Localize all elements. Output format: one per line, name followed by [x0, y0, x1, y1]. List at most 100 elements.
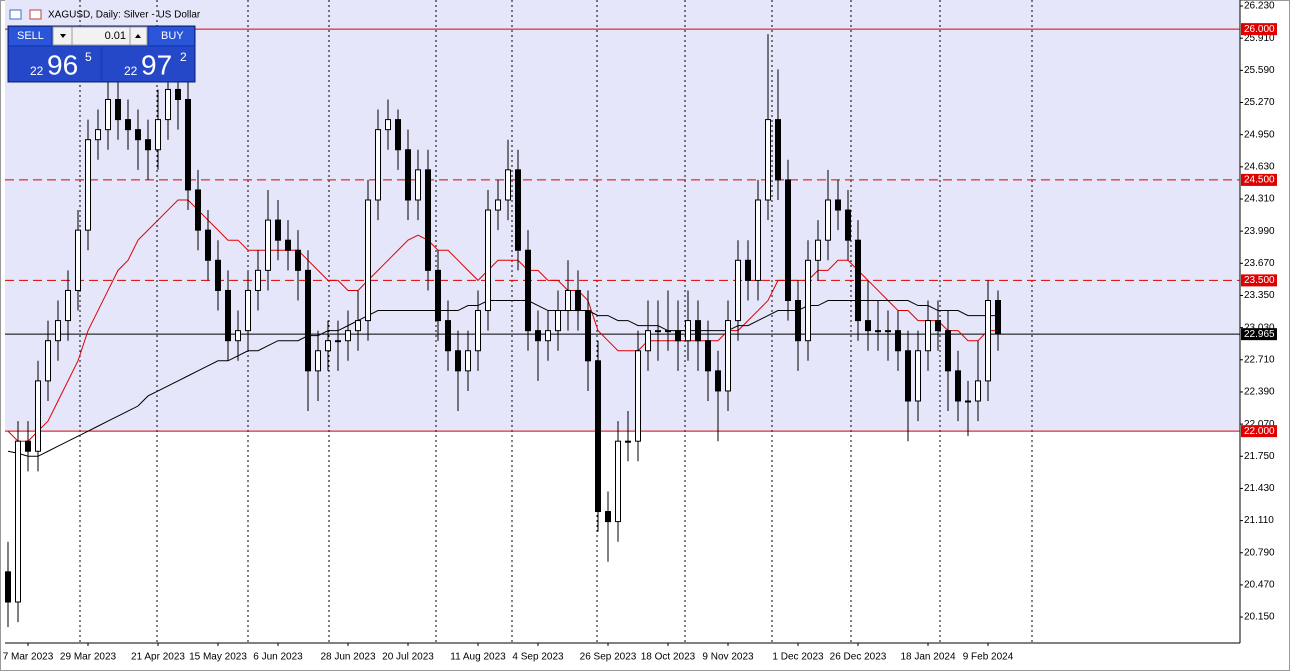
- candle-body: [455, 350, 461, 372]
- sell-button[interactable]: [9, 27, 51, 45]
- candle-body: [955, 370, 961, 402]
- x-tick-label: 9 Feb 2024: [963, 652, 1014, 663]
- y-tick-label: 21.750: [1244, 451, 1275, 462]
- candle-body: [765, 119, 771, 201]
- y-tick-label: 22.390: [1244, 387, 1275, 398]
- y-tick-label: 25.270: [1244, 97, 1275, 108]
- last-price-tag: [1241, 328, 1277, 341]
- candle-body: [35, 380, 41, 452]
- candle-body: [465, 350, 471, 372]
- x-tick-label: 6 Jun 2023: [253, 652, 303, 663]
- candle-body: [815, 239, 821, 261]
- candle-body: [735, 259, 741, 322]
- candle-body: [855, 239, 861, 322]
- y-tick-label: 21.110: [1244, 515, 1274, 526]
- candle-body: [615, 440, 621, 523]
- candle-body: [535, 330, 541, 342]
- level-label: 22.000: [1244, 426, 1275, 437]
- candle-body: [135, 129, 141, 141]
- candle-body: [905, 350, 911, 402]
- candle-body: [275, 219, 281, 241]
- icon: [29, 9, 42, 20]
- x-tick-label: 11 Aug 2023: [450, 652, 506, 663]
- y-tick-label: 25.590: [1244, 65, 1275, 76]
- lot-up[interactable]: [135, 34, 141, 38]
- candle-body: [925, 320, 931, 352]
- y-tick-label: 23.990: [1244, 226, 1275, 237]
- buy-button[interactable]: [149, 27, 194, 45]
- lot-value: 0.01: [105, 30, 126, 42]
- candle-body: [425, 169, 431, 271]
- candle-body: [105, 98, 111, 131]
- y-tick-label: 22.070: [1244, 419, 1275, 430]
- candle-body: [385, 119, 391, 131]
- candle-body: [255, 269, 261, 291]
- candle-body: [825, 199, 831, 241]
- candle-body: [665, 330, 671, 333]
- candle-body: [305, 269, 311, 372]
- candle-body: [875, 330, 881, 333]
- candle-body: [295, 249, 301, 271]
- bid-main: 96: [47, 49, 78, 80]
- candle-body: [525, 249, 531, 332]
- candle-body: [325, 340, 331, 352]
- candle-body: [145, 139, 151, 151]
- moving-average: [7, 199, 998, 442]
- candle-body: [355, 320, 361, 332]
- candle-body: [965, 400, 971, 403]
- candle-body: [65, 289, 71, 322]
- candle-body: [475, 310, 481, 352]
- ask-pip: 2: [180, 50, 187, 64]
- candle-body: [405, 149, 411, 201]
- lot-down[interactable]: [60, 34, 66, 38]
- x-tick-label: 4 Sep 2023: [512, 652, 564, 663]
- candle-body: [985, 299, 991, 382]
- candle-body: [25, 440, 31, 452]
- candle-body: [725, 320, 731, 392]
- candle-body: [935, 320, 941, 332]
- candle-body: [155, 119, 161, 151]
- last-price-label: 22.965: [1244, 329, 1275, 340]
- shaded-zone: [5, 0, 1240, 432]
- candle-body: [205, 229, 211, 261]
- candle-body: [45, 340, 51, 382]
- candle-body: [695, 320, 701, 342]
- candle-body: [215, 259, 221, 291]
- level-tag: [1241, 274, 1277, 287]
- icon: [9, 9, 22, 20]
- x-tick-label: 26 Dec 2023: [830, 652, 887, 663]
- candle-body: [15, 440, 21, 603]
- candle-body: [485, 209, 491, 312]
- candle-body: [625, 440, 631, 443]
- ask-box[interactable]: [103, 47, 194, 81]
- candle-body: [225, 289, 231, 342]
- candle-body: [635, 350, 641, 442]
- candle-body: [885, 330, 891, 333]
- candle-body: [115, 98, 121, 121]
- candle-body: [645, 330, 651, 352]
- y-tick-label: 22.710: [1244, 354, 1275, 365]
- x-tick-label: 26 Sep 2023: [580, 652, 637, 663]
- candle-body: [995, 299, 1001, 335]
- candle-body: [795, 299, 801, 342]
- y-tick-label: 24.950: [1244, 129, 1275, 140]
- candle-body: [605, 511, 611, 523]
- candle-body: [185, 98, 191, 191]
- lot-box[interactable]: [52, 26, 148, 46]
- candle-body: [705, 340, 711, 372]
- y-tick-label: 23.030: [1244, 322, 1275, 333]
- x-tick-label: 9 Nov 2023: [702, 652, 754, 663]
- candle-body: [555, 310, 561, 332]
- candle-body: [835, 199, 841, 211]
- candle-body: [865, 320, 871, 332]
- candle-body: [165, 88, 171, 121]
- ask-main: 97: [141, 49, 172, 80]
- x-tick-label: 18 Jan 2024: [900, 652, 955, 663]
- candle-body: [565, 289, 571, 312]
- candle-body: [195, 189, 201, 231]
- candle-body: [715, 370, 721, 392]
- bid-box[interactable]: [9, 47, 100, 81]
- y-tick-label: 23.670: [1244, 258, 1275, 269]
- candle-body: [945, 330, 951, 372]
- y-tick-label: 20.150: [1244, 612, 1275, 623]
